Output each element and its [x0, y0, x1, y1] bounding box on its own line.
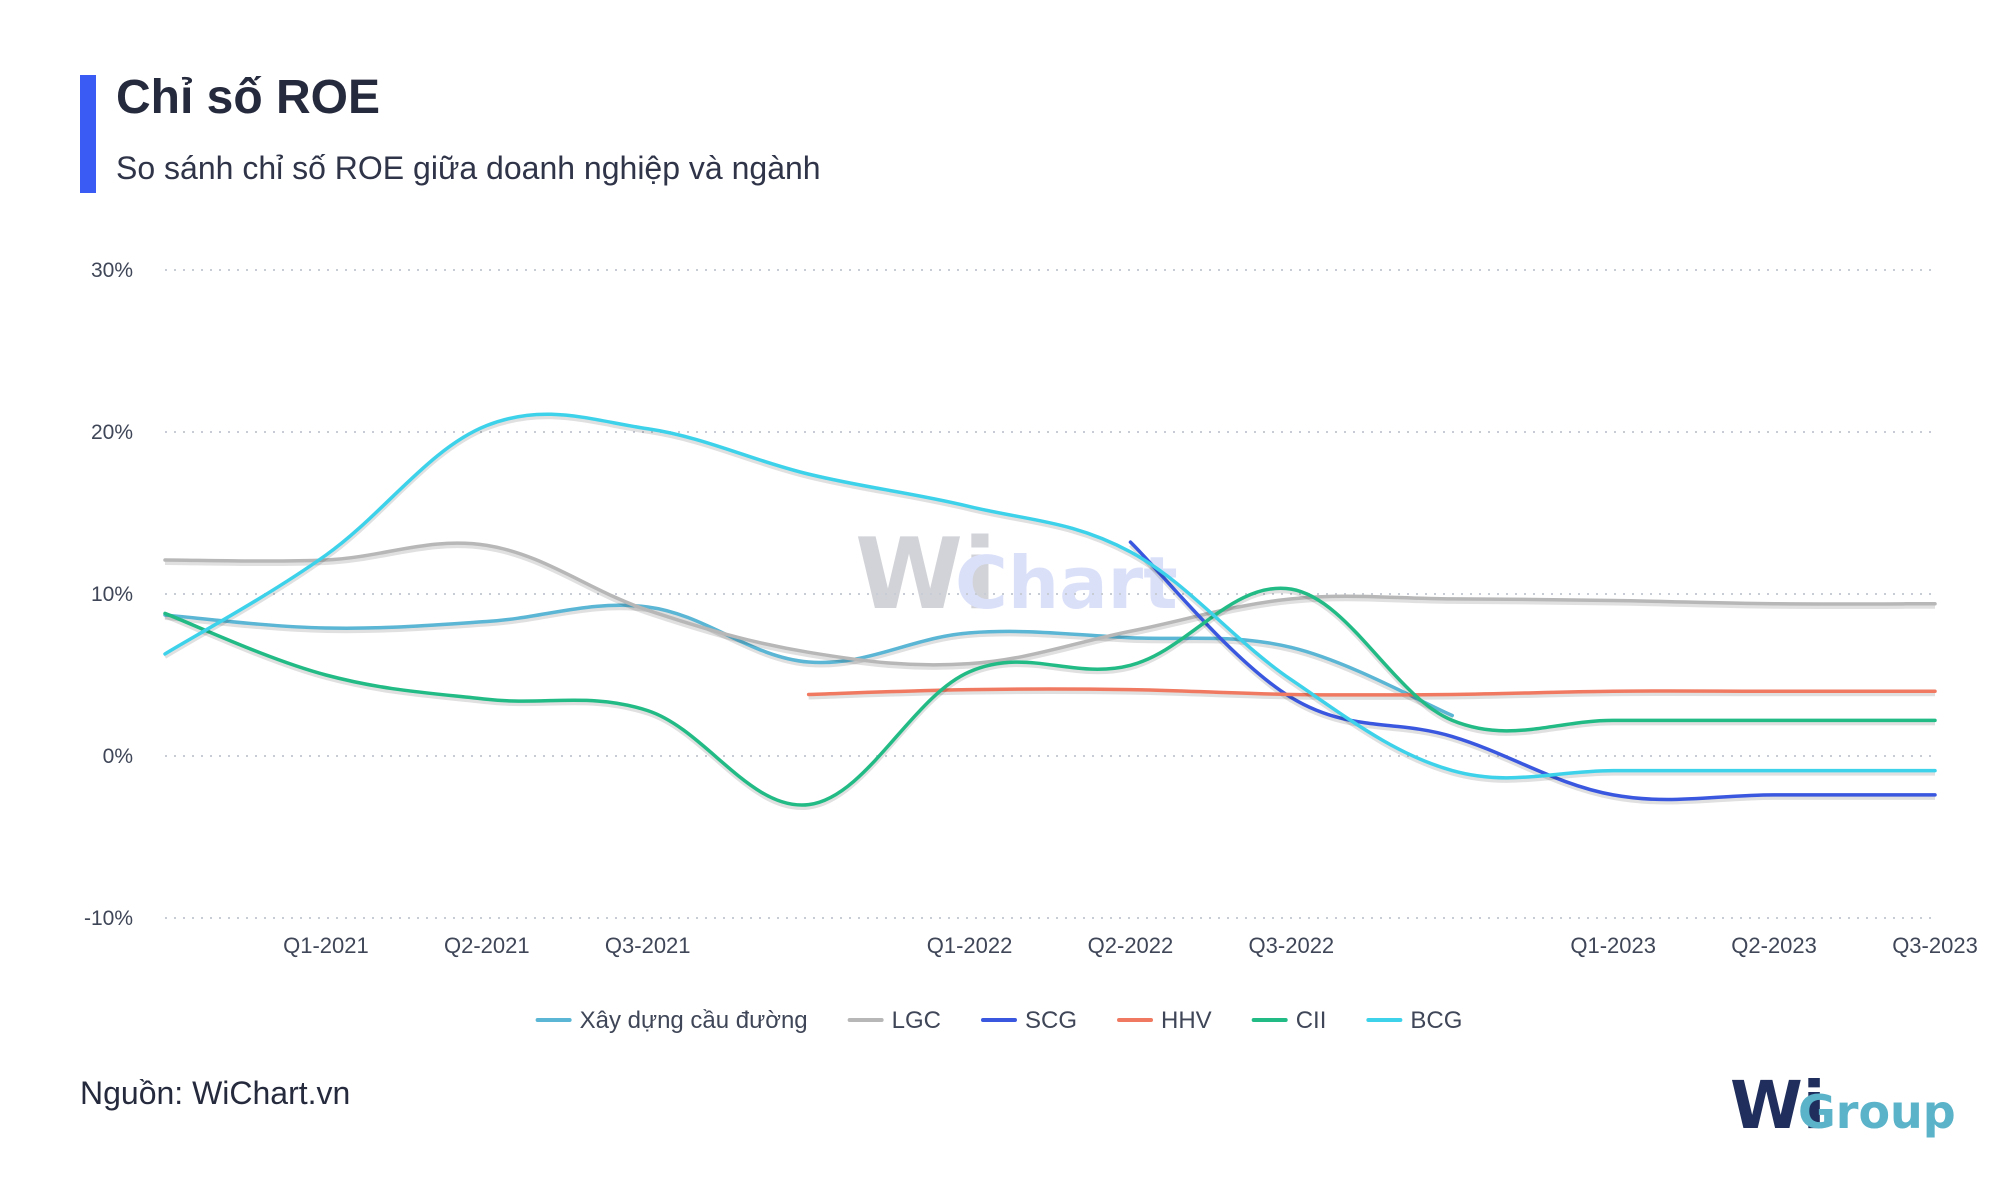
- y-tick-label: 20%: [91, 421, 133, 444]
- x-tick-label: Q3-2021: [605, 933, 691, 958]
- y-tick-label: 30%: [91, 259, 133, 282]
- x-tick-label: Q1-2023: [1570, 933, 1656, 958]
- series-line: [806, 687, 1937, 697]
- legend-label: BCG: [1410, 1007, 1462, 1034]
- series-line-shadow: [1129, 543, 1935, 805]
- x-tick-label: Q1-2022: [927, 933, 1013, 958]
- series-line: [163, 541, 1937, 667]
- wigroup-logo: Wi Group: [1730, 1067, 1956, 1144]
- title-accent-bar: [80, 75, 96, 193]
- legend: Xây dựng cầu đường LGC SCG HHV CII BCG: [535, 1007, 1462, 1034]
- legend-label: CII: [1296, 1007, 1327, 1034]
- legend-item[interactable]: BCG: [1366, 1007, 1462, 1034]
- x-tick-label: Q2-2021: [444, 933, 530, 958]
- series-line: [163, 412, 1937, 780]
- series-line: [1128, 540, 1937, 802]
- x-tick-label: Q3-2023: [1892, 933, 1978, 958]
- series-line-shadow: [164, 589, 1935, 810]
- source-note: Nguồn: WiChart.vn: [80, 1075, 351, 1111]
- chart-subtitle: So sánh chỉ số ROE giữa doanh nghiệp và …: [116, 150, 821, 186]
- series-line-shadow: [808, 689, 1935, 700]
- x-axis-ticks: Q1-2021 Q2-2021 Q3-2021 Q1-2022 Q2-2022 Q3-20…: [283, 933, 1978, 958]
- legend-label: HHV: [1161, 1007, 1212, 1034]
- series-line: [163, 586, 1937, 807]
- wichart-watermark: Wi Chart: [855, 518, 1178, 632]
- legend-label: Xây dựng cầu đường: [580, 1007, 808, 1034]
- legend-item[interactable]: HHV: [1117, 1007, 1212, 1034]
- legend-label: SCG: [1025, 1007, 1077, 1034]
- y-tick-label: 0%: [103, 745, 133, 768]
- y-tick-label: 10%: [91, 583, 133, 606]
- watermark-prefix: Wi: [855, 518, 997, 632]
- x-tick-label: Q1-2021: [283, 933, 369, 958]
- x-tick-label: Q2-2023: [1731, 933, 1817, 958]
- legend-item[interactable]: CII: [1251, 1007, 1327, 1034]
- x-tick-label: Q3-2022: [1249, 933, 1335, 958]
- y-tick-label: -10%: [84, 907, 133, 930]
- legend-item[interactable]: LGC: [847, 1007, 941, 1034]
- chart-title: Chỉ số ROE: [116, 71, 381, 124]
- watermark-suffix: Chart: [955, 541, 1178, 625]
- legend-label: LGC: [892, 1007, 941, 1034]
- y-axis-ticks: 30% 20% 10% 0% -10%: [84, 259, 133, 930]
- logo-suffix: Group: [1798, 1085, 1956, 1139]
- logo-prefix: Wi: [1730, 1067, 1825, 1144]
- series-line-shadow: [163, 415, 1935, 783]
- series-lines: [163, 412, 1937, 810]
- x-tick-label: Q2-2022: [1088, 933, 1174, 958]
- series-line-shadow: [164, 544, 1936, 670]
- legend-item[interactable]: SCG: [981, 1007, 1077, 1034]
- series-line: [163, 603, 1455, 718]
- legend-item[interactable]: Xây dựng cầu đường: [535, 1007, 808, 1034]
